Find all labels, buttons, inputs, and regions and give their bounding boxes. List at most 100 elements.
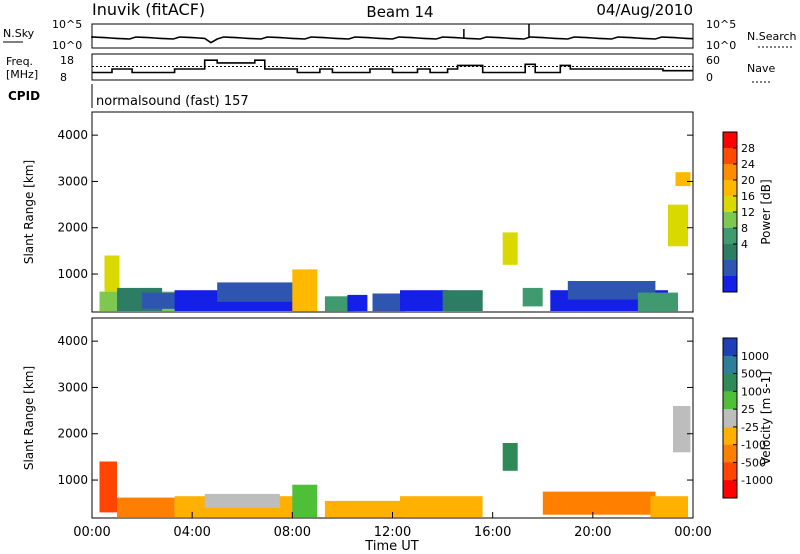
heatmap-cell	[502, 232, 518, 265]
heatmap-cell	[324, 500, 403, 518]
frequency-series	[92, 59, 693, 74]
colorbar-tick-label: 16	[741, 190, 755, 203]
colorbar-tick-label: 100	[741, 385, 762, 398]
heatmap-cell	[542, 491, 656, 515]
noise-search-label: N.Search	[747, 30, 797, 43]
heatmap-cell	[117, 497, 175, 517]
x-tick-label: 12:00	[374, 525, 411, 540]
colorbar-tick-label: 8	[741, 222, 748, 235]
noise-series	[91, 36, 694, 44]
colorbar-segment	[723, 180, 737, 197]
colorbar-segment	[723, 462, 737, 481]
power-y-label: Slant Range [km]	[22, 160, 36, 264]
cpid-label: CPID	[8, 89, 40, 103]
x-tick-label: 00:00	[73, 525, 110, 540]
colorbar-segment	[723, 132, 737, 149]
colorbar-segment	[723, 196, 737, 213]
heatmap-cell	[675, 172, 691, 187]
x-tick-label: 00:00	[674, 525, 711, 540]
colorbar-frame	[722, 337, 738, 499]
x-axis-label: Time UT	[364, 539, 418, 554]
heatmap-cell	[567, 281, 656, 300]
y-tick-label: 2000	[57, 221, 88, 235]
heatmap-cell	[347, 294, 368, 312]
heatmap-cell	[522, 287, 543, 307]
velocity-colorbar: 1000 500 100 25 -25 -100 -500 -1000	[722, 337, 773, 499]
colorbar-segment	[723, 426, 737, 445]
y-tick-label: 1000	[57, 473, 88, 487]
x-tick-label: 16:00	[474, 525, 511, 540]
heatmap-cell	[502, 443, 518, 471]
y-tick-label: 3000	[57, 174, 88, 188]
heatmap-cell	[673, 406, 691, 453]
colorbar-tick-label: -100	[741, 439, 766, 452]
colorbar-tick-label: 1000	[741, 350, 769, 363]
colorbar-segment	[723, 338, 737, 357]
noise-left-tick-top: 10^5	[52, 18, 82, 31]
y-tick-label: 3000	[57, 380, 88, 394]
colorbar-segment	[723, 355, 737, 374]
colorbar-segment	[723, 480, 737, 499]
colorbar-tick-label: -1000	[741, 474, 773, 487]
colorbar-segment	[723, 444, 737, 463]
heatmap-cell	[104, 255, 120, 292]
x-tick-label: 04:00	[173, 525, 210, 540]
colorbar-segment	[723, 228, 737, 245]
heatmap-cell	[668, 204, 688, 247]
freq-tick-bottom: 8	[60, 71, 67, 84]
colorbar-tick-label: 20	[741, 174, 755, 187]
velocity-panel: 4000 3000 2000 1000 Slant Range [km] 1000 50…	[22, 317, 773, 554]
heatmap-cell	[400, 496, 483, 517]
site-title: Inuvik (fitACF)	[92, 0, 205, 19]
velocity-cells	[99, 406, 691, 518]
freq-label-line2: [MHz]	[6, 68, 38, 81]
colorbar-tick-label: 25	[741, 403, 755, 416]
colorbar-tick-label: 4	[741, 238, 748, 251]
colorbar-tick-label: -25	[741, 421, 759, 434]
colorbar-segment	[723, 244, 737, 261]
nave-tick-bottom: 0	[706, 71, 713, 84]
nave-tick-top: 60	[706, 54, 720, 67]
colorbar-tick-label: 24	[741, 158, 755, 171]
y-tick-label: 2000	[57, 427, 88, 441]
power-cells	[99, 172, 691, 312]
time-x-axis: 00:00 04:00 08:00 12:00 16:00 20:00 00:00	[73, 512, 712, 540]
colorbar-segment	[723, 260, 737, 277]
y-tick-label: 1000	[57, 267, 88, 281]
heatmap-cell	[650, 496, 688, 517]
heatmap-cell	[292, 269, 318, 312]
freq-tick-top: 18	[60, 54, 74, 67]
velocity-colorbar-label: Velocity [m s-1]	[759, 371, 773, 465]
noise-frame	[91, 23, 694, 49]
y-tick-label: 4000	[57, 128, 88, 142]
noise-left-tick-bottom: 10^0	[52, 39, 82, 52]
heatmap-cell	[292, 484, 318, 518]
colorbar-segment	[723, 164, 737, 181]
heatmap-cell	[217, 282, 305, 302]
frequency-frame	[91, 53, 694, 81]
noise-spikes	[463, 24, 530, 38]
colorbar-tick-label: 28	[741, 142, 755, 155]
frequency-panel: Freq. [MHz] 18 8 60 0 Nave	[6, 53, 775, 84]
x-tick-label: 20:00	[574, 525, 611, 540]
heatmap-cell	[204, 493, 280, 508]
power-panel: 4000 3000 2000 1000 Slant Range [km] 28 24 20…	[22, 111, 773, 313]
colorbar-segment	[723, 373, 737, 392]
colorbar-segment	[723, 409, 737, 428]
heatmap-cell	[400, 290, 448, 311]
beam-title: Beam 14	[366, 3, 433, 21]
colorbar-segment	[723, 276, 737, 293]
velocity-frame	[91, 317, 694, 519]
velocity-y-label: Slant Range [km]	[22, 366, 36, 470]
y-tick-label: 4000	[57, 334, 88, 348]
date-title: 04/Aug/2010	[596, 1, 693, 19]
colorbar-segment	[723, 212, 737, 229]
noise-right-tick-top: 10^5	[706, 18, 736, 31]
heatmap-cell	[372, 293, 406, 312]
colorbar-segment	[723, 391, 737, 410]
colorbar-tick-label: 12	[741, 206, 755, 219]
power-colorbar: 28 24 20 16 12 8 4	[722, 131, 755, 293]
freq-label-line1: Freq.	[6, 55, 33, 68]
heatmap-cell	[99, 461, 117, 513]
